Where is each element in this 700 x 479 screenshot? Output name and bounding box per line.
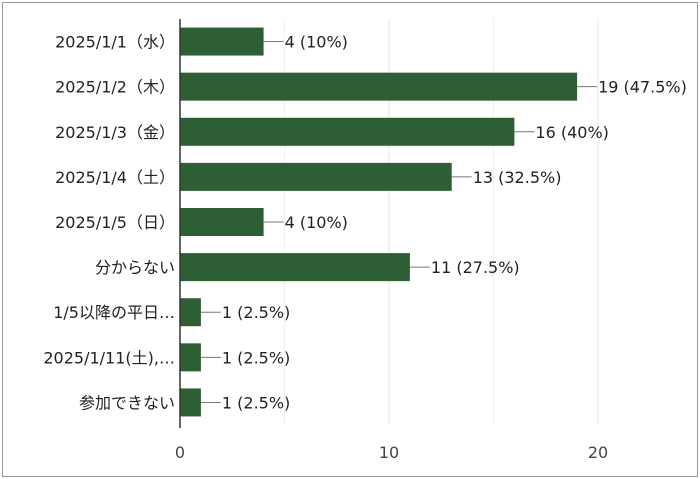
data-label: 19 (47.5%) [598,78,687,97]
x-tick-label: 20 [588,443,608,462]
category-label: 2025/1/5（日） [55,213,175,232]
data-label: 13 (32.5%) [473,168,562,187]
category-label: 2025/1/11(土),… [43,348,175,367]
data-label: 4 (10%) [285,213,348,232]
bar [180,27,264,56]
category-label: 2025/1/2（木） [55,78,175,97]
category-label: 1/5以降の平日… [53,303,175,322]
data-label: 4 (10%) [285,33,348,52]
bar [180,117,515,146]
data-label: 1 (2.5%) [222,393,290,412]
data-label: 1 (2.5%) [222,303,290,322]
bar [180,162,452,191]
category-label: 2025/1/3（金） [55,123,175,142]
data-label: 1 (2.5%) [222,348,290,367]
data-label: 11 (27.5%) [431,258,520,277]
bar [180,388,201,417]
bar [180,208,264,236]
bar [180,253,410,282]
category-label: 2025/1/4（土） [55,168,175,187]
bar [180,298,201,327]
category-label: 参加できない [79,393,175,412]
data-label: 16 (40%) [535,123,609,142]
x-tick-label: 0 [175,443,185,462]
x-tick-label: 10 [379,443,399,462]
labels: 0 10 20 4 (10%) 2025/1/1（水） 19 (47.5%) 2025/1/… [43,33,686,462]
bar [180,343,201,372]
bar [180,72,578,101]
category-label: 2025/1/1（水） [55,33,175,52]
category-label: 分からない [95,258,175,277]
bars [179,19,598,428]
